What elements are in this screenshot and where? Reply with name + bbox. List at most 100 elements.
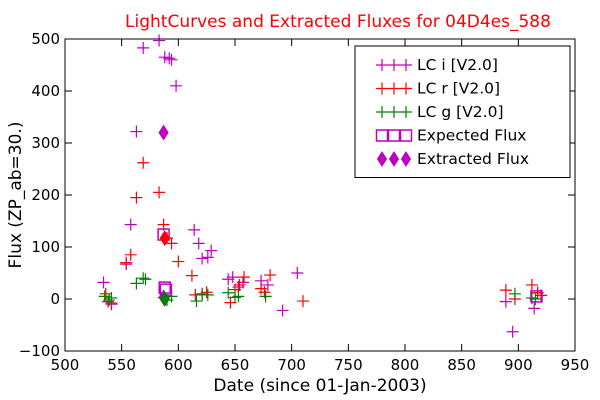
data-point bbox=[165, 237, 178, 250]
data-point bbox=[120, 256, 133, 269]
x-tick-label: 900 bbox=[504, 356, 533, 374]
legend-marker bbox=[375, 129, 389, 142]
legend: LC i [V2.0] LC r [V2.0] LC g [V2.0] Expecte… bbox=[354, 45, 571, 178]
data-point bbox=[499, 295, 512, 308]
data-point bbox=[185, 269, 198, 282]
data-point bbox=[528, 302, 541, 315]
data-point bbox=[196, 252, 209, 265]
data-point bbox=[163, 52, 176, 65]
data-point bbox=[153, 34, 166, 47]
legend-marker bbox=[376, 151, 388, 167]
x-tick-label: 700 bbox=[277, 356, 306, 374]
y-tick-label: 300 bbox=[31, 134, 60, 152]
legend-marker bbox=[399, 129, 413, 142]
data-point bbox=[103, 294, 116, 307]
chart-title: LightCurves and Extracted Fluxes for 04D… bbox=[125, 12, 551, 32]
data-point bbox=[264, 269, 277, 282]
data-point bbox=[525, 278, 538, 291]
data-point bbox=[159, 291, 170, 307]
data-point bbox=[205, 244, 218, 257]
data-point bbox=[222, 286, 235, 299]
data-point bbox=[137, 41, 150, 54]
legend-marker bbox=[388, 151, 400, 167]
data-point bbox=[137, 272, 150, 285]
legend-entry-lc-r-v2-0: LC r [V2.0] bbox=[376, 80, 500, 98]
series-extracted-flux-5 bbox=[159, 230, 170, 247]
data-point bbox=[238, 271, 251, 284]
x-tick-label: 550 bbox=[107, 356, 136, 374]
legend-label: LC i [V2.0] bbox=[417, 56, 498, 74]
y-axis-label: Flux (ZP_ab=30.) bbox=[6, 122, 26, 269]
legend-marker bbox=[376, 106, 388, 118]
data-marks bbox=[97, 34, 547, 338]
x-tick-label: 600 bbox=[164, 356, 193, 374]
data-point bbox=[153, 186, 166, 199]
series-lc-g-v2-0 bbox=[98, 272, 542, 308]
y-tick-label: 100 bbox=[31, 238, 60, 256]
legend-marker bbox=[400, 59, 412, 71]
legend-marker bbox=[400, 151, 412, 167]
axis-ticks: 500 550 600 650 700 750 800 850 900 950 −100 0 100 20… bbox=[19, 30, 590, 374]
data-point bbox=[297, 295, 309, 308]
legend-entry-extracted-flux: Extracted Flux bbox=[376, 150, 529, 168]
legend-marker bbox=[376, 59, 388, 71]
data-point bbox=[201, 251, 214, 264]
legend-marker bbox=[388, 59, 400, 71]
y-tick-label: 400 bbox=[31, 82, 60, 100]
data-point bbox=[130, 125, 143, 138]
series-extracted-flux-6 bbox=[159, 291, 170, 307]
y-tick-label: 500 bbox=[31, 30, 60, 48]
x-tick-label: 650 bbox=[221, 356, 250, 374]
legend-label: Extracted Flux bbox=[417, 150, 529, 168]
data-point bbox=[130, 191, 143, 204]
data-point bbox=[190, 295, 203, 308]
data-point bbox=[159, 230, 170, 247]
data-point bbox=[233, 278, 246, 291]
data-point bbox=[259, 290, 272, 303]
legend-marker bbox=[388, 82, 400, 95]
data-point bbox=[276, 304, 289, 317]
legend-marker bbox=[376, 82, 388, 95]
x-tick-label: 950 bbox=[561, 356, 590, 374]
legend-entry-lc-g-v2-0: LC g [V2.0] bbox=[376, 103, 504, 121]
data-point bbox=[170, 79, 183, 92]
legend-marker bbox=[387, 129, 401, 142]
data-point bbox=[236, 276, 249, 289]
data-point bbox=[172, 255, 185, 268]
legend-entry-lc-i-v2-0: LC i [V2.0] bbox=[376, 56, 498, 74]
y-tick-label: −100 bbox=[19, 342, 60, 360]
data-point bbox=[130, 277, 143, 290]
data-point bbox=[105, 291, 118, 304]
data-point bbox=[97, 276, 110, 289]
data-point bbox=[508, 287, 521, 300]
data-point bbox=[192, 237, 205, 250]
data-point bbox=[139, 273, 152, 286]
legend-marker bbox=[388, 106, 400, 118]
x-tick-label: 500 bbox=[51, 356, 80, 374]
data-point bbox=[158, 124, 169, 141]
data-point bbox=[232, 290, 245, 303]
legend-label: LC g [V2.0] bbox=[417, 103, 504, 121]
x-tick-label: 800 bbox=[391, 356, 420, 374]
y-tick-label: 0 bbox=[50, 290, 60, 308]
data-point bbox=[201, 288, 214, 301]
x-tick-label: 850 bbox=[447, 356, 476, 374]
data-point bbox=[188, 223, 201, 236]
data-point bbox=[291, 267, 304, 279]
data-point bbox=[530, 290, 543, 303]
legend-label: Expected Flux bbox=[417, 127, 526, 145]
data-point bbox=[124, 218, 137, 231]
data-point bbox=[124, 248, 137, 261]
legend-marker bbox=[400, 82, 412, 95]
legend-marker bbox=[400, 106, 412, 118]
data-point bbox=[226, 271, 239, 284]
x-tick-label: 750 bbox=[334, 356, 363, 374]
legend-label: LC r [V2.0] bbox=[417, 80, 500, 98]
data-point bbox=[499, 284, 512, 297]
data-point bbox=[165, 53, 178, 66]
data-point bbox=[137, 156, 150, 169]
y-tick-label: 200 bbox=[31, 186, 60, 204]
data-point bbox=[506, 325, 519, 338]
legend-entry-expected-flux: Expected Flux bbox=[375, 127, 526, 145]
